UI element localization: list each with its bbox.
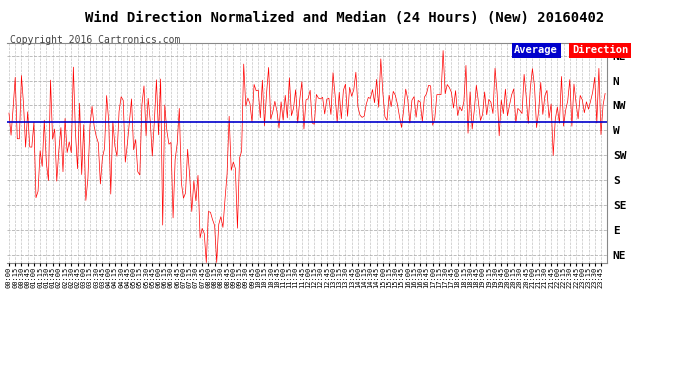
Text: Direction: Direction [572,45,628,56]
Text: Average: Average [514,45,558,56]
Text: Wind Direction Normalized and Median (24 Hours) (New) 20160402: Wind Direction Normalized and Median (24… [86,11,604,25]
Text: Copyright 2016 Cartronics.com: Copyright 2016 Cartronics.com [10,35,181,45]
